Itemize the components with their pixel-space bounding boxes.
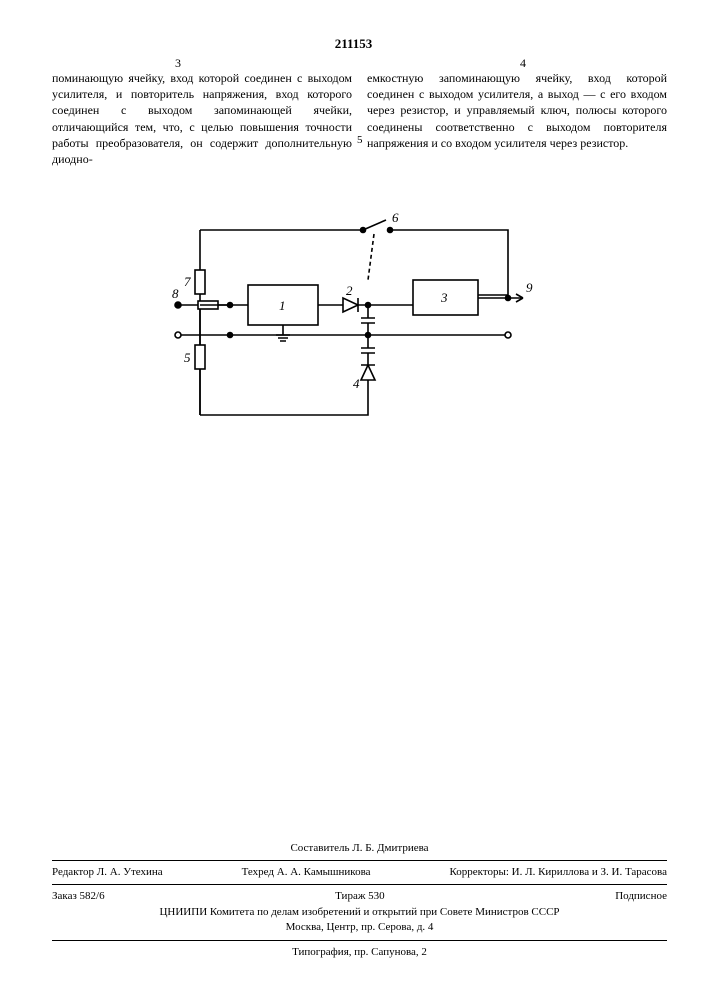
footer-tech-editor: Техред А. А. Камышникова	[242, 865, 371, 880]
footer-address: Москва, Центр, пр. Серова, д. 4	[52, 920, 667, 935]
footer-correctors: Корректоры: И. Л. Кириллова и З. И. Тара…	[449, 865, 667, 880]
diagram-label-3: 3	[440, 290, 448, 305]
footer-typography: Типография, пр. Сапунова, 2	[52, 945, 667, 960]
text-column-right: емкостную запоминающую ячейку, вход кото…	[367, 70, 667, 151]
text-column-left: поминающую ячейку, вход которой соединен…	[52, 70, 352, 167]
diagram-label-2: 2	[346, 283, 353, 298]
column-number-right: 4	[520, 56, 526, 71]
diagram-label-7: 7	[184, 274, 191, 289]
footer-editor: Редактор Л. А. Утехина	[52, 865, 163, 880]
diagram-label-4: 4	[353, 376, 360, 391]
patent-number: 211153	[335, 36, 373, 52]
footer-compiler: Составитель Л. Б. Дмитриева	[52, 841, 667, 856]
diagram-label-6: 6	[392, 210, 399, 225]
circuit-diagram: 1 2 3 4 5 6 7 8 9	[168, 210, 538, 425]
footer-subscription: Подписное	[615, 889, 667, 904]
diagram-label-9: 9	[526, 280, 533, 295]
footer-order: Заказ 582/6	[52, 889, 105, 904]
diagram-label-1: 1	[279, 298, 286, 313]
footer-publisher: ЦНИИПИ Комитета по делам изобретений и о…	[52, 905, 667, 920]
diagram-label-5: 5	[184, 350, 191, 365]
diagram-label-8: 8	[172, 286, 179, 301]
line-number-marker: 5	[357, 134, 363, 146]
footer-circulation: Тираж 530	[335, 889, 385, 904]
footer-block: Составитель Л. Б. Дмитриева Редактор Л. …	[52, 841, 667, 960]
column-number-left: 3	[175, 56, 181, 71]
